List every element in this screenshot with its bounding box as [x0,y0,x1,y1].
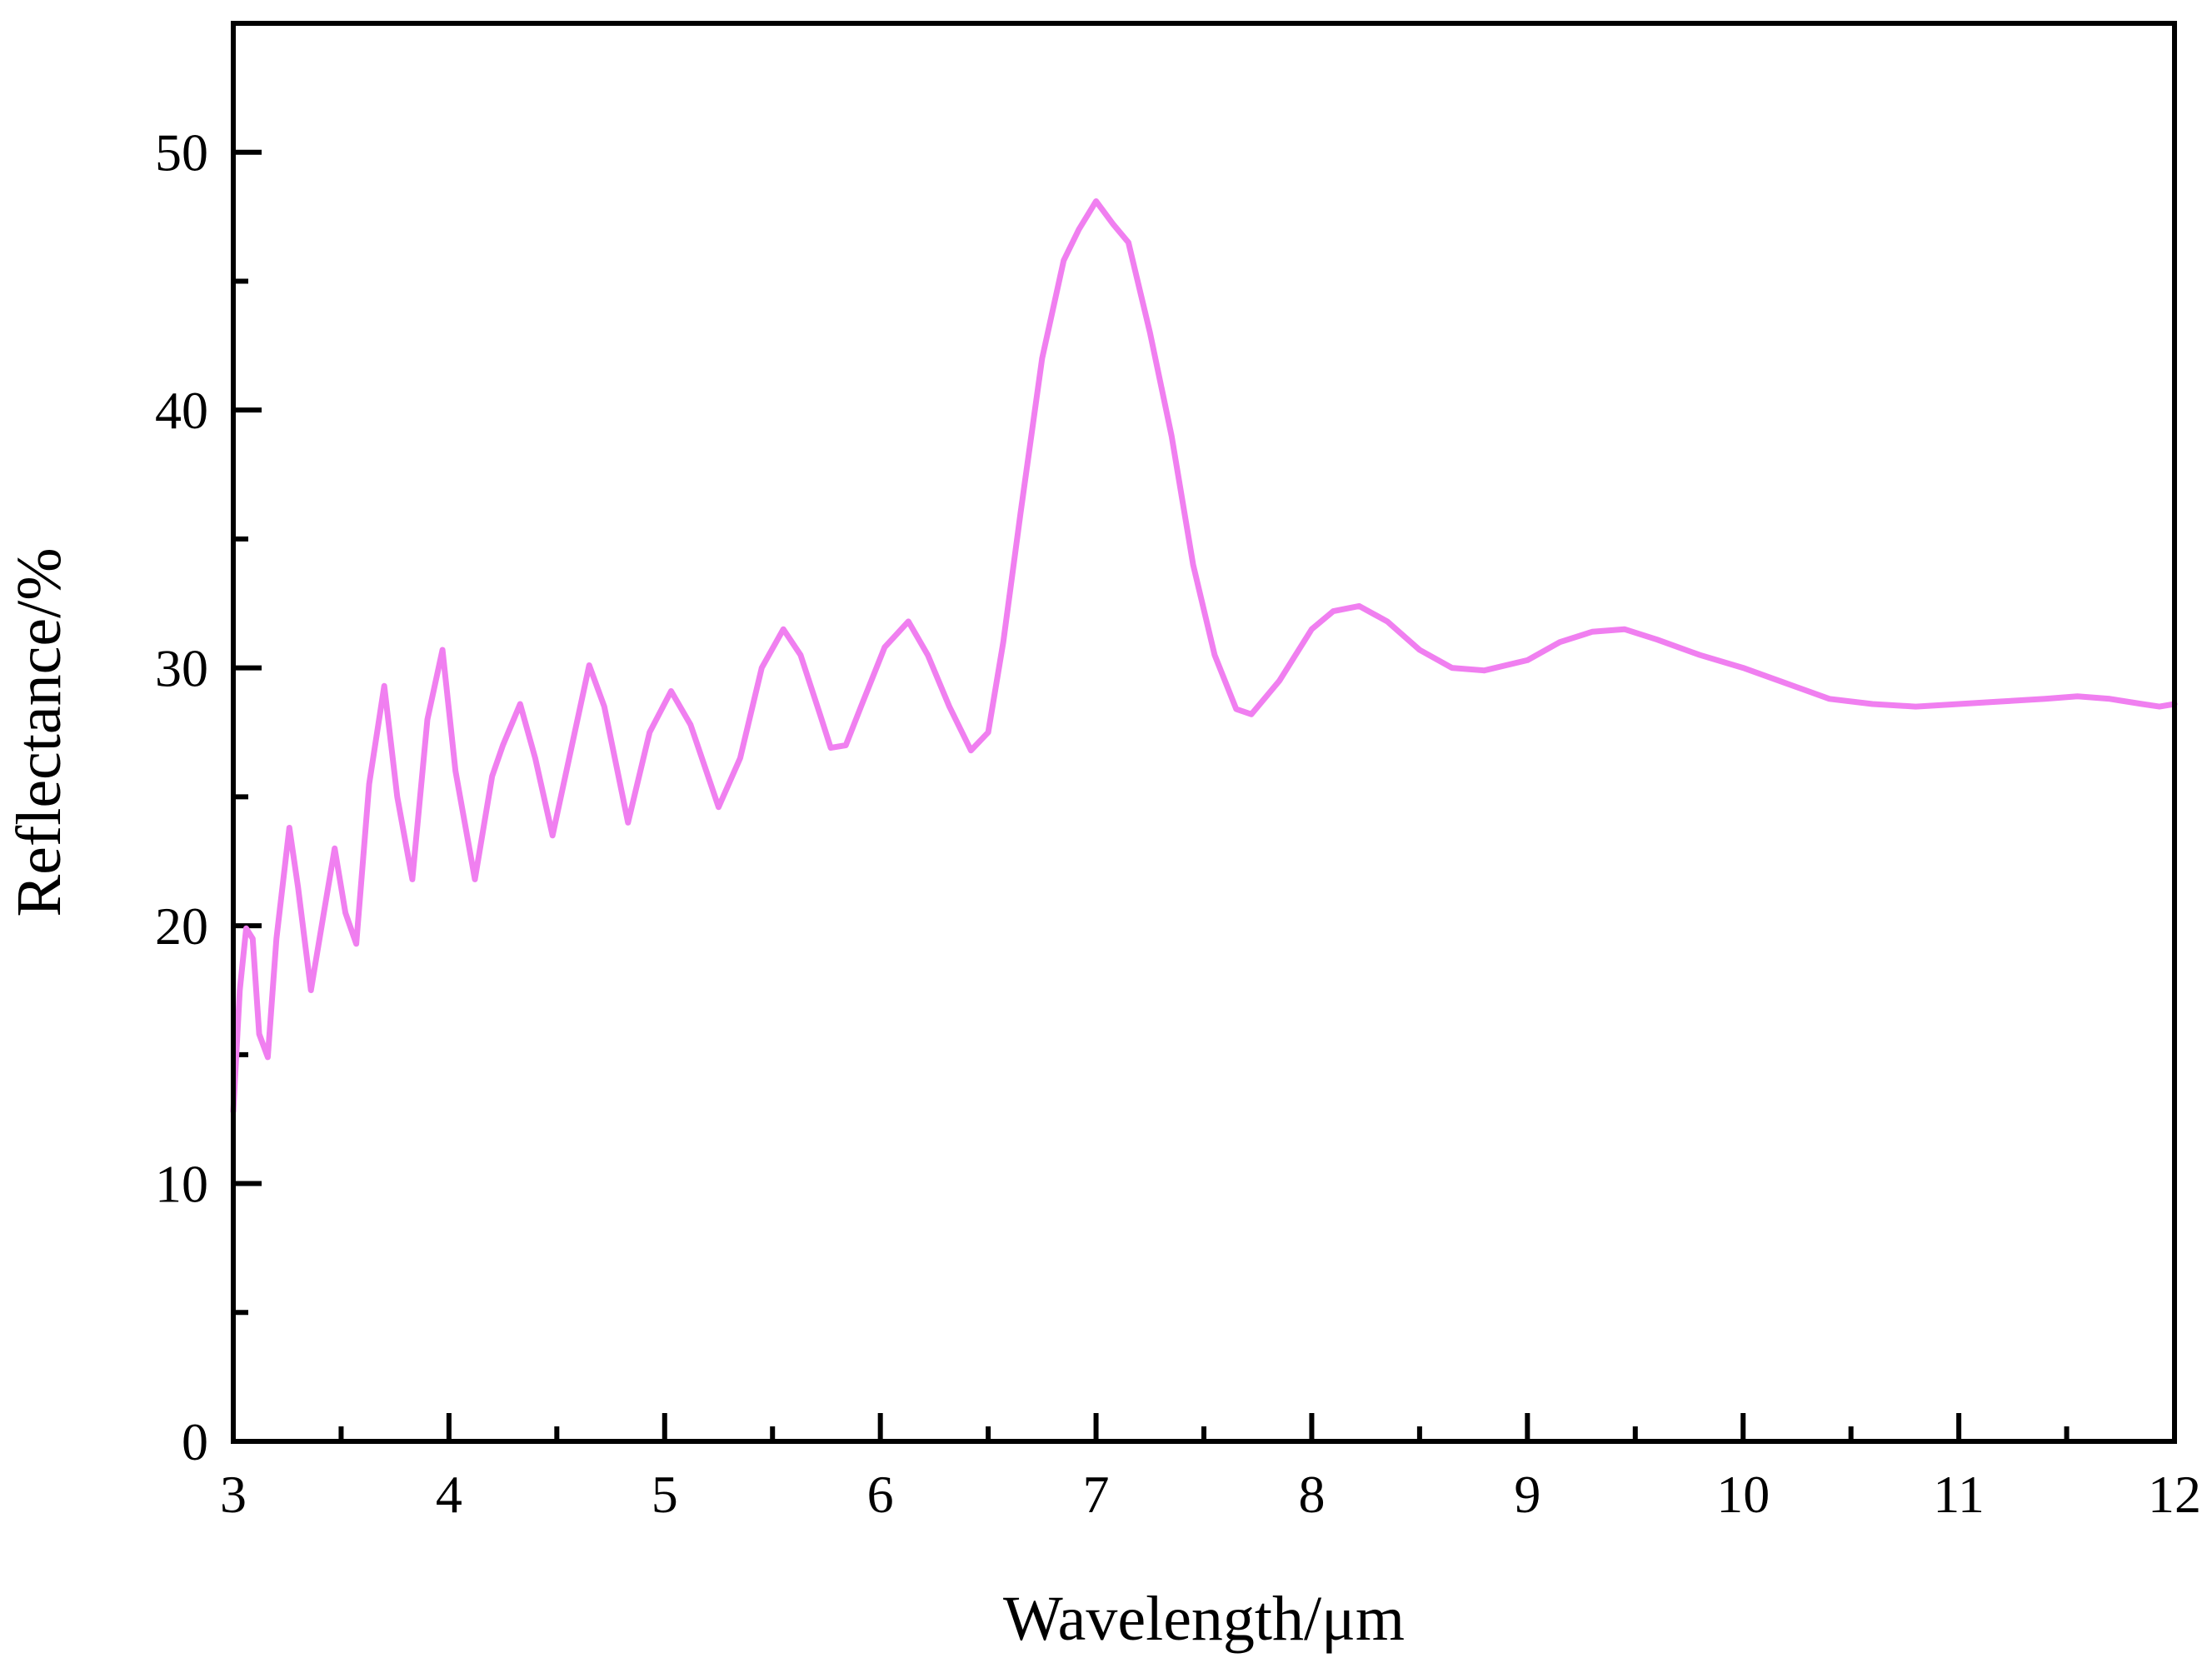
y-axis-title: Reflectance/% [4,547,74,916]
x-tick-label: 11 [1933,1465,1985,1524]
labels-layer: 3 4 5 6 7 8 9 10 11 12 0 10 20 30 40 50 [155,123,2201,1524]
x-tick-label: 3 [220,1465,247,1524]
y-tick-label: 10 [155,1155,208,1214]
reflectance-series-line [230,198,2178,1115]
x-tick-label: 9 [1514,1465,1540,1524]
x-tick-label: 4 [436,1465,462,1524]
x-axis-title: Wavelength/μm [1003,1584,1405,1654]
x-tick-label: 6 [867,1465,894,1524]
series-layer [230,198,2178,1115]
x-tick-label: 5 [652,1465,678,1524]
y-tick-label: 30 [155,639,208,698]
plot-frame [231,21,2177,1444]
x-tick-label: 8 [1298,1465,1325,1524]
y-tick-label: 40 [155,381,208,440]
y-tick-label: 50 [155,123,208,182]
y-tick-label: 20 [155,896,208,956]
y-tick-label: 0 [182,1412,208,1471]
x-tick-label: 10 [1716,1465,1770,1524]
x-tick-label: 12 [2148,1465,2201,1524]
x-tick-label: 7 [1083,1465,1110,1524]
